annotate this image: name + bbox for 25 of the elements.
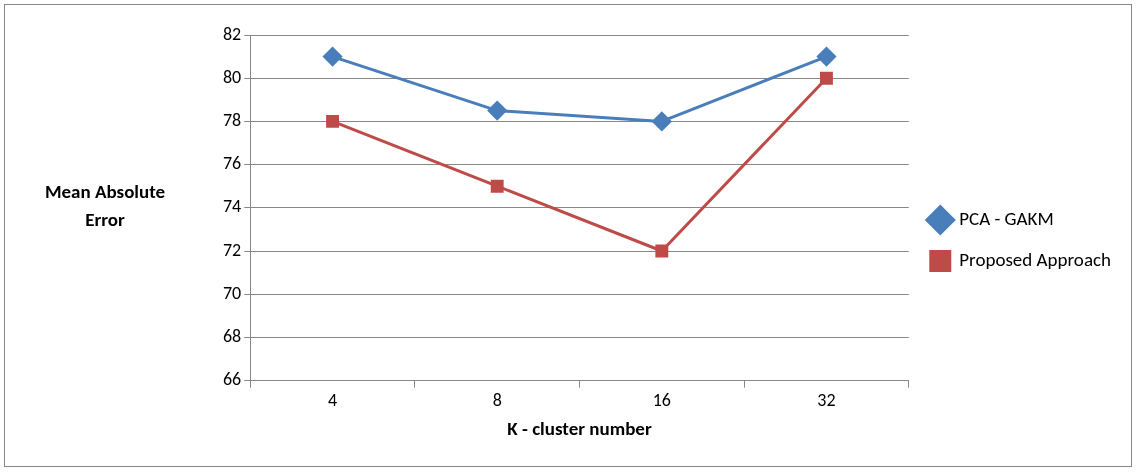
point — [655, 244, 669, 258]
y-tick-label: 68 — [223, 324, 242, 347]
point — [326, 114, 340, 128]
y-tick-label: 82 — [223, 22, 242, 45]
y-axis-title: Mean Absolute Error — [44, 179, 166, 231]
x-axis-title: K - cluster number — [507, 417, 652, 441]
point — [820, 71, 833, 85]
y-tick-label: 74 — [223, 195, 242, 218]
legend-label: Proposed Approach — [959, 247, 1111, 271]
point — [490, 179, 504, 193]
y-tick-label: 72 — [223, 238, 242, 261]
x-tick-label: 32 — [817, 388, 836, 411]
point — [816, 47, 836, 67]
x-tick-label: 4 — [328, 388, 338, 411]
x-tick-label: 16 — [652, 388, 671, 411]
point — [652, 111, 672, 131]
y-tick-label: 66 — [223, 368, 242, 391]
y-tick-label: 78 — [223, 108, 242, 131]
y-tick-label: 76 — [223, 152, 242, 175]
y-tick-label: 80 — [223, 65, 242, 88]
point — [323, 47, 343, 67]
x-tick-label: 8 — [492, 388, 502, 411]
point — [487, 101, 507, 121]
legend-label: PCA - GAKM — [959, 206, 1054, 230]
y-tick-label: 70 — [223, 281, 242, 304]
